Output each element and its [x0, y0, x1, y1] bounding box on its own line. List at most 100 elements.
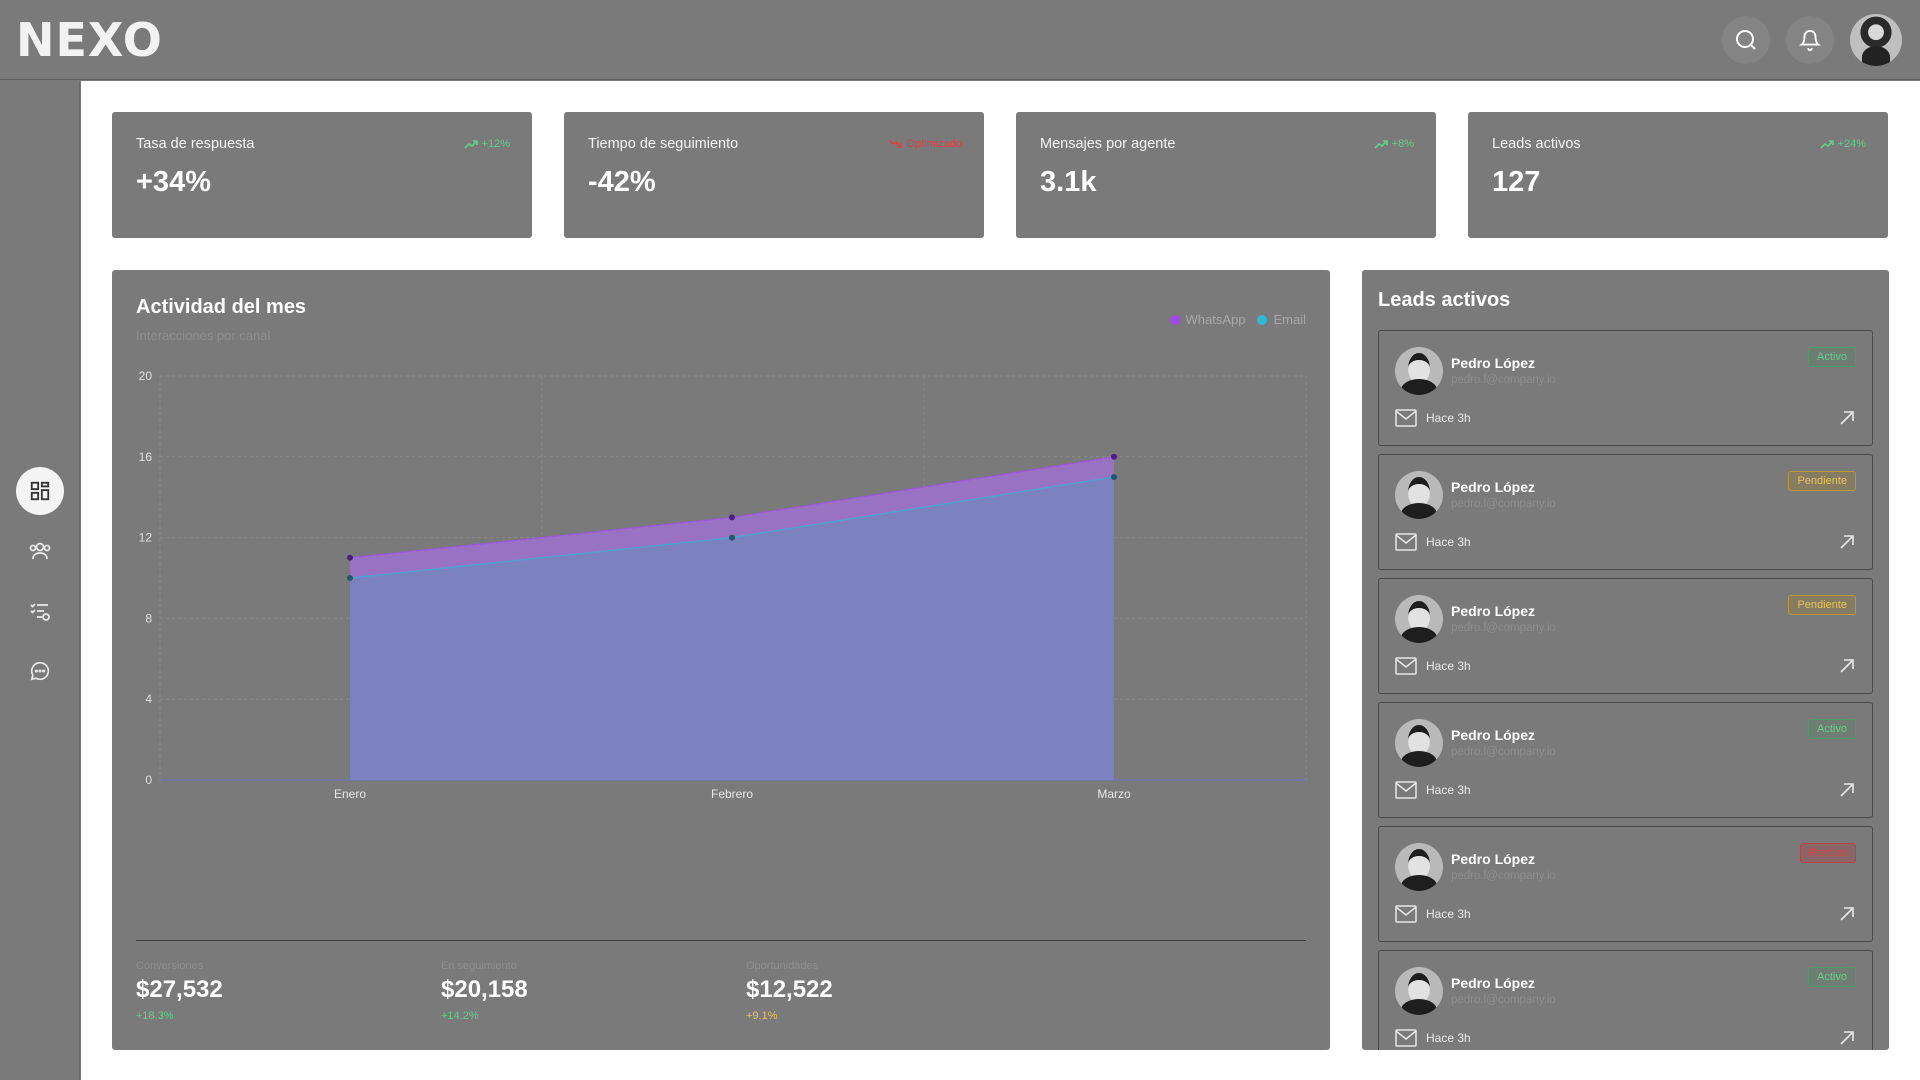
legend-item-whatsapp[interactable]: WhatsApp [1169, 312, 1245, 327]
user-avatar[interactable] [1850, 14, 1902, 66]
lead-email: pedro.l@company.io [1451, 994, 1556, 1006]
lead-email: pedro.l@company.io [1451, 374, 1556, 386]
lead-card[interactable]: Pedro López pedro.l@company.io Activo Hace … [1378, 330, 1873, 446]
active-leads-card: Leads activos Pedro López pedro.l@company… [1362, 270, 1889, 1050]
x-tick-label: Febrero [711, 787, 753, 801]
y-tick-label: 0 [145, 773, 152, 787]
lead-name: Pedro López [1451, 603, 1536, 619]
search-icon [1736, 30, 1756, 50]
mail-icon [1395, 533, 1417, 551]
chart-legend: WhatsApp Email [1169, 312, 1306, 327]
kpi-trend: +8% [1374, 138, 1414, 150]
x-tick-label: Enero [334, 787, 366, 801]
arrow-up-right-icon[interactable] [1838, 905, 1856, 923]
chat-icon [30, 661, 50, 681]
status-badge: Activo [1808, 967, 1856, 987]
mail-icon [1395, 781, 1417, 799]
lead-name: Pedro López [1451, 727, 1536, 743]
arrow-up-right-icon[interactable] [1838, 533, 1856, 551]
arrow-up-right-icon[interactable] [1838, 409, 1856, 427]
leads-title: Leads activos [1378, 289, 1511, 311]
kpi-value: -42% [588, 166, 656, 198]
trend-down-icon [888, 139, 903, 148]
chart-divider [136, 940, 1306, 941]
lead-card[interactable]: Pedro López pedro.l@company.io Pendiente Ha… [1378, 578, 1873, 694]
mail-icon [1395, 905, 1417, 923]
lead-card[interactable]: Pedro López pedro.l@company.io Pendiente Ha… [1378, 454, 1873, 570]
lead-time: Hace 3h [1426, 907, 1471, 921]
kpi-card-response-rate[interactable]: Tasa de respuesta +34% +12% [112, 112, 532, 238]
trend-up-icon [1819, 140, 1834, 149]
mail-icon [1395, 409, 1417, 427]
lead-avatar [1395, 595, 1443, 643]
stat-conversions: Conversiones $27,532 +18.3% [136, 960, 223, 1022]
search-button[interactable] [1722, 16, 1770, 64]
lead-card[interactable]: Pedro López pedro.l@company.io Activo Hace … [1378, 950, 1873, 1050]
data-point-whatsapp [729, 514, 735, 521]
kpi-label: Tiempo de seguimiento [588, 136, 739, 152]
lead-name: Pedro López [1451, 851, 1536, 867]
sidebar-item-chat[interactable] [16, 647, 64, 695]
chart-subtitle: Interacciones por canal [136, 328, 271, 343]
mail-icon [1395, 657, 1417, 675]
status-badge: Pendiente [1788, 471, 1856, 491]
sidebar-item-dashboard[interactable] [16, 467, 64, 515]
sidebar-item-tasks[interactable] [16, 587, 64, 635]
arrow-up-right-icon[interactable] [1838, 781, 1856, 799]
lead-time: Hace 3h [1426, 783, 1471, 797]
header-actions [1722, 14, 1902, 66]
arrow-up-right-icon[interactable] [1838, 1029, 1856, 1047]
lead-email: pedro.l@company.io [1451, 746, 1556, 758]
lead-email: pedro.l@company.io [1451, 870, 1556, 882]
data-point-whatsapp [1111, 453, 1117, 460]
area-email [350, 477, 1114, 780]
arrow-up-right-icon[interactable] [1838, 657, 1856, 675]
lead-avatar [1395, 843, 1443, 891]
stat-opportunities: Oportunidades $12,522 +9.1% [746, 960, 833, 1022]
y-tick-label: 8 [145, 611, 152, 625]
main-content: Tasa de respuesta +34% +12% Tiempo de se… [81, 81, 1920, 1080]
mail-icon [1395, 1029, 1417, 1047]
lead-time: Hace 3h [1426, 411, 1471, 425]
lead-email: pedro.l@company.io [1451, 498, 1556, 510]
status-badge: Activo [1808, 347, 1856, 367]
kpi-value: +34% [136, 166, 211, 198]
y-tick-label: 20 [139, 369, 153, 383]
trend-up-icon [1374, 140, 1388, 149]
kpi-card-active-leads[interactable]: Leads activos 127 +24% [1468, 112, 1888, 238]
lead-time: Hace 3h [1426, 535, 1471, 549]
lead-card[interactable]: Pedro López pedro.l@company.io Activo Hace … [1378, 702, 1873, 818]
status-badge: Pendiente [1788, 595, 1856, 615]
brand-logo[interactable]: NEXO [16, 13, 163, 67]
kpi-card-followup-time[interactable]: Tiempo de seguimiento -42% Optimizado [564, 112, 984, 238]
area-chart: 0 4 8 12 16 20 Enero Febrero Marzo [139, 369, 1307, 801]
bell-icon [1799, 30, 1821, 51]
lead-name: Pedro López [1451, 479, 1536, 495]
kpi-card-messages-per-agent[interactable]: Mensajes por agente 3.1k +8% [1016, 112, 1436, 238]
stat-in-followup: En seguimiento $20,158 +14.2% [441, 960, 528, 1022]
lead-avatar [1395, 967, 1443, 1015]
notifications-button[interactable] [1786, 16, 1834, 64]
lead-avatar [1395, 719, 1443, 767]
lead-email: pedro.l@company.io [1451, 622, 1556, 634]
users-icon [29, 542, 51, 560]
kpi-trend: +24% [1819, 138, 1866, 150]
kpi-label: Tasa de respuesta [136, 136, 255, 152]
trend-up-icon [463, 140, 478, 149]
lead-avatar [1395, 347, 1443, 395]
chart-title: Actividad del mes [136, 296, 307, 318]
status-badge: Activo [1808, 719, 1856, 739]
lead-card[interactable]: Pedro López pedro.l@company.io Perdido Hace… [1378, 826, 1873, 942]
kpi-trend: +12% [463, 138, 510, 150]
legend-item-email[interactable]: Email [1257, 312, 1306, 327]
kpi-label: Mensajes por agente [1040, 136, 1176, 152]
y-tick-label: 12 [139, 531, 153, 545]
data-point-email [347, 575, 353, 581]
data-point-whatsapp [347, 554, 353, 561]
data-point-email [1111, 474, 1117, 480]
task-list-icon [30, 603, 50, 621]
x-tick-label: Marzo [1097, 787, 1131, 801]
sidebar-item-users[interactable] [16, 527, 64, 575]
kpi-value: 3.1k [1040, 166, 1097, 198]
lead-name: Pedro López [1451, 975, 1536, 991]
